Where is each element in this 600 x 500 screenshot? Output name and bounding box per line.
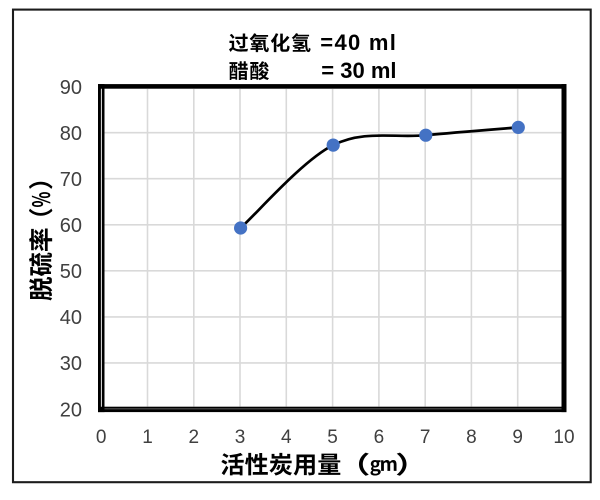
svg-text:3: 3 — [235, 427, 246, 448]
svg-text:4: 4 — [281, 427, 292, 448]
svg-text:60: 60 — [60, 215, 82, 237]
svg-text:20: 20 — [60, 399, 82, 421]
svg-text:1: 1 — [142, 427, 153, 448]
svg-text:8: 8 — [466, 427, 477, 448]
svg-text:70: 70 — [60, 169, 82, 191]
svg-text:9: 9 — [512, 427, 523, 448]
svg-text:7: 7 — [420, 427, 431, 448]
svg-text:40: 40 — [60, 307, 82, 329]
svg-text:5: 5 — [327, 427, 338, 448]
svg-text:80: 80 — [60, 123, 82, 145]
svg-text:= 30 ml: = 30 ml — [321, 58, 396, 83]
svg-text:90: 90 — [60, 77, 82, 99]
svg-text:6: 6 — [374, 427, 385, 448]
svg-text:10: 10 — [553, 427, 574, 448]
svg-text:30: 30 — [60, 353, 82, 375]
svg-text:2: 2 — [189, 427, 200, 448]
svg-text:=40 ml: =40 ml — [320, 30, 397, 55]
svg-text:0: 0 — [96, 427, 107, 448]
svg-text:50: 50 — [60, 261, 82, 283]
